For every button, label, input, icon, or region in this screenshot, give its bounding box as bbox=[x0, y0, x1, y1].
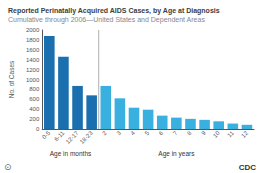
svg-text:10: 10 bbox=[212, 129, 221, 138]
svg-text:2000: 2000 bbox=[26, 27, 40, 33]
svg-text:9: 9 bbox=[200, 129, 207, 136]
svg-text:2: 2 bbox=[101, 129, 108, 136]
svg-text:7: 7 bbox=[172, 129, 179, 136]
svg-text:1600: 1600 bbox=[26, 47, 40, 53]
svg-text:18-23: 18-23 bbox=[79, 129, 95, 145]
svg-text:CDC: CDC bbox=[239, 163, 257, 172]
svg-text:Age in months: Age in months bbox=[50, 150, 92, 158]
svg-text:1200: 1200 bbox=[26, 67, 40, 73]
svg-text:600: 600 bbox=[29, 96, 40, 102]
svg-text:Age in years: Age in years bbox=[158, 150, 195, 158]
svg-text:3: 3 bbox=[115, 129, 122, 136]
svg-text:0: 0 bbox=[36, 126, 40, 132]
svg-text:0-5: 0-5 bbox=[41, 129, 52, 140]
svg-text:200: 200 bbox=[29, 116, 40, 122]
svg-text:5: 5 bbox=[144, 129, 151, 136]
svg-text:1800: 1800 bbox=[26, 37, 40, 43]
svg-text:400: 400 bbox=[29, 106, 40, 112]
svg-text:1000: 1000 bbox=[26, 77, 40, 83]
svg-text:8: 8 bbox=[186, 129, 193, 136]
svg-text:12-17: 12-17 bbox=[65, 129, 81, 145]
svg-text:1400: 1400 bbox=[26, 57, 40, 63]
svg-text:6: 6 bbox=[158, 129, 165, 136]
svg-text:11: 11 bbox=[226, 129, 235, 138]
svg-text:Reported Perinatally Acquired: Reported Perinatally Acquired AIDS Cases… bbox=[8, 7, 220, 15]
svg-text:6-11: 6-11 bbox=[53, 129, 66, 143]
svg-text:800: 800 bbox=[29, 86, 40, 92]
svg-text:No. of Cases: No. of Cases bbox=[8, 60, 15, 98]
svg-text:Cumulative through 2006—United: Cumulative through 2006—United States an… bbox=[8, 16, 205, 24]
svg-text:⊙: ⊙ bbox=[4, 162, 12, 172]
svg-text:12: 12 bbox=[240, 129, 249, 138]
svg-text:4: 4 bbox=[130, 129, 137, 136]
